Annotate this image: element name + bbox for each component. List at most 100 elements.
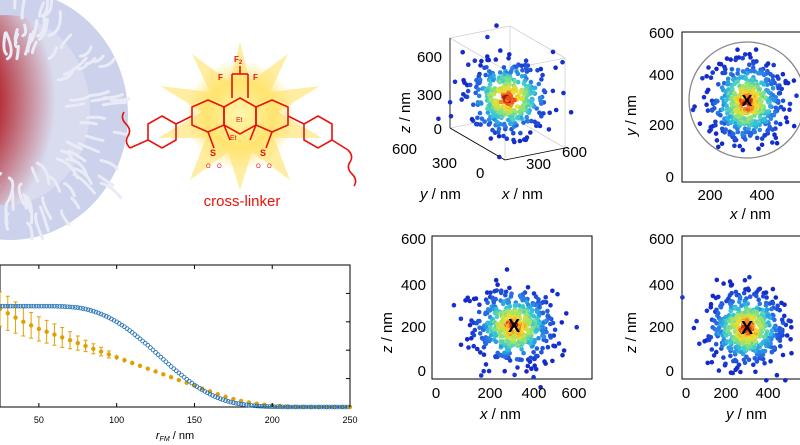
xz-point xyxy=(514,357,520,362)
yz-point xyxy=(778,343,783,349)
s3d-point xyxy=(501,133,506,139)
fiber-strand xyxy=(77,142,100,154)
yz-point xyxy=(783,378,788,383)
s3d-point xyxy=(467,82,473,88)
s3d-point xyxy=(447,100,453,105)
atom-et-lower: Et xyxy=(230,135,237,142)
s3d-point xyxy=(528,67,533,73)
yz-point xyxy=(784,333,790,338)
yz-point xyxy=(768,359,773,364)
microgel-rendering xyxy=(0,0,130,240)
profile-point-blue xyxy=(57,304,62,309)
xy-point xyxy=(715,98,720,104)
fiber-strand xyxy=(110,96,130,102)
profile-point-blue xyxy=(88,308,94,313)
profile-point-blue xyxy=(13,303,18,309)
atom-s-right: S xyxy=(260,148,266,158)
yz-point xyxy=(757,301,763,307)
s3d-point xyxy=(527,103,533,108)
s3d-point xyxy=(472,58,478,63)
s3d-point xyxy=(553,65,558,70)
profile-point-orange xyxy=(75,340,80,346)
xz-point xyxy=(555,291,560,297)
profile-point-blue xyxy=(267,404,272,409)
profile-point-blue xyxy=(161,357,166,362)
xz-point xyxy=(536,335,541,341)
profile-point-blue xyxy=(342,404,348,410)
yz-point xyxy=(708,335,714,340)
xz-point xyxy=(574,324,579,330)
yz-xtick-200: 200 xyxy=(713,385,738,402)
xy-point xyxy=(776,76,781,81)
xy-point xyxy=(747,62,752,67)
profile-point-blue xyxy=(67,304,73,310)
xz-point xyxy=(559,320,565,325)
profile-point-blue xyxy=(44,303,49,309)
fiber-strand xyxy=(21,23,28,38)
profile-point-blue xyxy=(65,304,70,310)
profile-point-blue xyxy=(70,304,75,310)
profile-point-blue xyxy=(5,303,11,309)
xy-point xyxy=(756,70,761,76)
xy-point xyxy=(752,69,757,74)
xy-point xyxy=(716,144,721,150)
profile-point-blue xyxy=(238,401,244,407)
profile-point-orange xyxy=(137,363,143,369)
s3d-point xyxy=(541,88,547,93)
yz-point xyxy=(788,337,793,342)
profile-point-blue xyxy=(103,314,109,319)
xz-point xyxy=(503,292,508,298)
xz-point xyxy=(548,303,553,308)
fiber-strand xyxy=(64,102,86,108)
fiber-strand xyxy=(60,149,74,160)
s3d-point xyxy=(477,110,483,116)
profile-point-blue xyxy=(324,404,329,410)
xy-point xyxy=(767,124,772,130)
s3d-point xyxy=(473,90,478,96)
xy-point xyxy=(714,66,719,72)
s3d-point xyxy=(511,130,516,136)
profile-point-blue xyxy=(207,391,213,397)
s3d-point xyxy=(474,77,479,83)
xy-point xyxy=(774,140,780,146)
xz-point xyxy=(494,314,500,320)
xy-point xyxy=(768,71,773,77)
profile-point-orange xyxy=(28,323,34,328)
yz-point xyxy=(694,318,699,324)
s3d-point xyxy=(464,94,470,100)
s3d-point xyxy=(512,79,518,84)
profile-point-blue xyxy=(148,345,153,350)
xy-point xyxy=(705,108,711,113)
xy-point xyxy=(742,116,747,121)
yz-point xyxy=(789,325,794,330)
s3d-point xyxy=(497,154,502,160)
s3d-point xyxy=(511,137,516,143)
fiber-strand xyxy=(55,157,79,180)
xy-point xyxy=(735,67,741,73)
fiber-strand xyxy=(78,45,93,58)
fiber-strand xyxy=(13,0,17,10)
xz-point xyxy=(484,290,490,295)
fiber-strand xyxy=(25,195,32,213)
s3d-point xyxy=(511,90,516,95)
xy-point xyxy=(723,127,728,132)
yz-axes-frame xyxy=(681,235,800,380)
s3d-point xyxy=(521,81,527,86)
profile-point-blue xyxy=(233,400,239,406)
yz-point xyxy=(709,359,715,365)
yz-point xyxy=(724,298,729,304)
profile-axes-frame xyxy=(0,264,351,408)
xz-point xyxy=(521,309,527,315)
xz-point xyxy=(458,316,464,322)
xz-point xyxy=(451,302,457,308)
xz-point xyxy=(532,363,537,368)
profile-point-blue xyxy=(241,402,247,407)
s3d-point xyxy=(536,81,542,87)
profile-point-blue xyxy=(225,399,231,404)
xz-point xyxy=(489,332,494,338)
s3d-point xyxy=(482,119,487,124)
profile-point-blue xyxy=(212,394,218,399)
profile-point-blue xyxy=(303,404,309,410)
xy-point xyxy=(770,140,775,145)
xz-point xyxy=(533,327,539,332)
